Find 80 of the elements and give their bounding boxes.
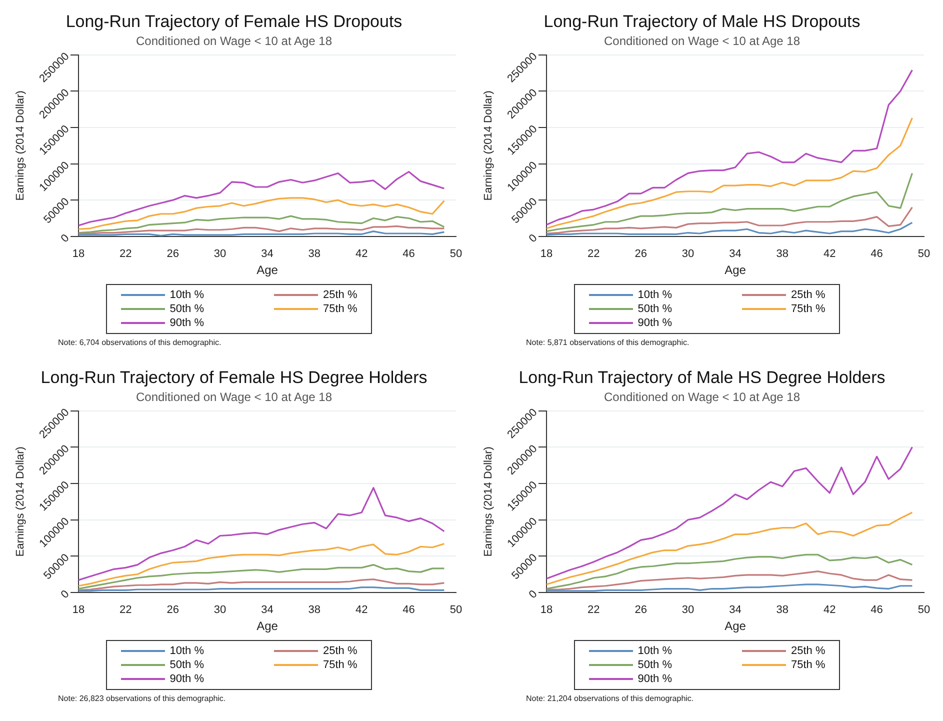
x-tick-label: 30 xyxy=(214,248,226,260)
legend-label: 90th % xyxy=(638,673,672,685)
y-tick-label: 0 xyxy=(58,588,72,601)
x-tick-label: 50 xyxy=(918,248,930,260)
x-tick-label: 18 xyxy=(540,248,553,260)
x-axis-title: Age xyxy=(256,619,278,634)
legend-label: 10th % xyxy=(170,289,204,301)
legend-label: 75th % xyxy=(323,659,358,671)
text: Note: 5,871 observations of this demographic. xyxy=(525,338,690,347)
chart-subtitle: Conditioned on Wage < 10 at Age 18 xyxy=(604,390,800,404)
legend-label: 50th % xyxy=(638,659,672,671)
x-tick-label: 26 xyxy=(166,604,179,616)
legend-label: 50th % xyxy=(170,659,204,671)
y-tick-label: 0 xyxy=(526,232,540,245)
x-tick-label: 34 xyxy=(729,248,742,260)
legend-label: 90th % xyxy=(170,317,204,329)
legend-label: 10th % xyxy=(638,645,672,657)
x-tick-label: 26 xyxy=(166,248,179,260)
legend-label: 10th % xyxy=(170,645,204,657)
x-tick-label: 38 xyxy=(308,248,321,260)
chart-title: Long-Run Trajectory of Female HS Dropouts xyxy=(66,12,402,31)
legend-label: 90th % xyxy=(170,673,204,685)
x-tick-label: 38 xyxy=(308,604,321,616)
y-axis-title: Earnings (2014 Dollar) xyxy=(14,90,27,201)
chart-subtitle: Conditioned on Wage < 10 at Age 18 xyxy=(604,34,800,48)
text: Note: 26,823 observations of this demographic. xyxy=(57,694,227,703)
x-tick-label: 22 xyxy=(588,604,600,616)
x-tick-label: 46 xyxy=(402,604,415,616)
x-tick-label: 38 xyxy=(776,248,789,260)
legend-label: 50th % xyxy=(638,303,672,315)
text: Note: 21,204 observations of this demographic. xyxy=(525,694,695,703)
x-tick-label: 22 xyxy=(120,604,132,616)
chart-title: Long-Run Trajectory of Male HS Dropouts xyxy=(544,12,860,31)
y-tick-label: 0 xyxy=(58,232,72,245)
legend-label: 75th % xyxy=(791,303,826,315)
x-tick-label: 18 xyxy=(540,604,553,616)
y-axis-title: Earnings (2014 Dollar) xyxy=(482,90,495,201)
legend-label: 25th % xyxy=(791,645,826,657)
legend-label: 25th % xyxy=(791,289,826,301)
x-tick-label: 42 xyxy=(823,604,836,616)
legend-label: 75th % xyxy=(323,303,358,315)
x-tick-label: 30 xyxy=(682,248,694,260)
text: Note: 6,704 observations of this demographic. xyxy=(57,338,222,347)
x-tick-label: 18 xyxy=(72,604,85,616)
x-axis-title: Age xyxy=(724,619,746,634)
x-tick-label: 38 xyxy=(776,604,789,616)
x-tick-label: 42 xyxy=(355,604,368,616)
x-tick-label: 46 xyxy=(870,604,883,616)
legend-label: 25th % xyxy=(323,289,358,301)
x-tick-label: 26 xyxy=(634,248,647,260)
chart-title: Long-Run Trajectory of Female HS Degree Holders xyxy=(40,368,428,387)
x-tick-label: 22 xyxy=(120,248,132,260)
legend-label: 75th % xyxy=(791,659,826,671)
x-tick-label: 42 xyxy=(823,248,836,260)
y-tick-label: 0 xyxy=(526,588,540,601)
legend-label: 90th % xyxy=(638,317,672,329)
x-tick-label: 46 xyxy=(870,248,883,260)
x-tick-label: 34 xyxy=(261,248,274,260)
y-axis-title: Earnings (2014 Dollar) xyxy=(14,446,27,557)
x-tick-label: 30 xyxy=(214,604,226,616)
x-tick-label: 46 xyxy=(402,248,415,260)
x-tick-label: 50 xyxy=(450,248,462,260)
x-tick-label: 42 xyxy=(355,248,368,260)
x-tick-label: 30 xyxy=(682,604,694,616)
x-tick-label: 34 xyxy=(261,604,274,616)
legend-label: 25th % xyxy=(323,645,358,657)
chart-subtitle: Conditioned on Wage < 10 at Age 18 xyxy=(136,34,332,48)
x-tick-label: 50 xyxy=(918,604,930,616)
legend-label: 50th % xyxy=(170,303,204,315)
legend-label: 10th % xyxy=(638,289,672,301)
chart-subtitle: Conditioned on Wage < 10 at Age 18 xyxy=(136,390,332,404)
chart-title: Long-Run Trajectory of Male HS Degree Holders xyxy=(518,368,886,387)
x-tick-label: 50 xyxy=(450,604,462,616)
x-tick-label: 22 xyxy=(588,248,600,260)
x-tick-label: 34 xyxy=(729,604,742,616)
x-axis-title: Age xyxy=(724,263,746,278)
y-axis-title: Earnings (2014 Dollar) xyxy=(482,446,495,557)
x-tick-label: 26 xyxy=(634,604,647,616)
x-axis-title: Age xyxy=(256,263,278,278)
x-tick-label: 18 xyxy=(72,248,85,260)
